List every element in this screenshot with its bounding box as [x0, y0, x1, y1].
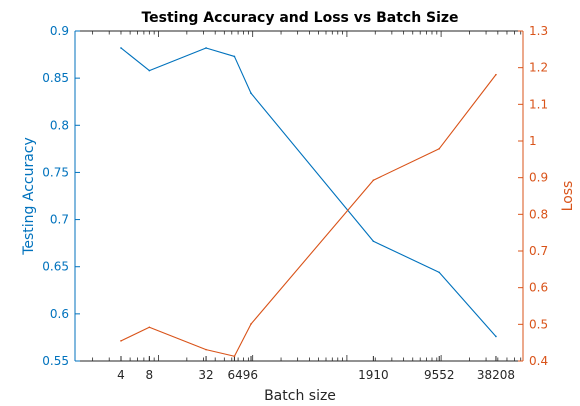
loss-data-point: [438, 147, 441, 150]
y-right-tick-label: 1.1: [529, 97, 548, 111]
x-tick-label: 38208: [477, 368, 515, 382]
accuracy-data-point: [233, 55, 236, 58]
y-right-tick-label: 1.2: [529, 61, 548, 75]
accuracy-data-point: [495, 335, 497, 338]
accuracy-data-point: [120, 47, 122, 49]
accuracy-data-point: [438, 271, 441, 274]
loss-data-point: [250, 323, 252, 325]
y-left-tick-label: 0.7: [50, 213, 69, 227]
y-left-tick-label: 0.9: [50, 24, 69, 38]
loss-series-line: [120, 74, 497, 357]
accuracy-data-point: [372, 240, 375, 243]
y-left-axis-label: Testing Accuracy: [21, 137, 37, 256]
y-left-tick-label: 0.55: [42, 354, 69, 368]
accuracy-series-line: [120, 47, 497, 337]
x-axis-label: Batch size: [264, 388, 336, 404]
y-left-tick-label: 0.85: [42, 71, 69, 85]
loss-data-point: [233, 355, 236, 358]
x-tick-label: 9552: [424, 368, 455, 382]
y-right-tick-label: 0.9: [529, 171, 548, 185]
accuracy-data-point: [205, 47, 207, 49]
y-right-tick-label: 0.6: [529, 281, 548, 295]
y-right-tick-label: 0.8: [529, 207, 548, 221]
chart-title: Testing Accuracy and Loss vs Batch Size: [141, 10, 458, 26]
x-tick-label: 32: [198, 368, 213, 382]
y-left-tick-label: 0.65: [42, 260, 69, 274]
loss-data-point: [120, 340, 122, 342]
x-tick-label: 4: [117, 368, 125, 382]
accuracy-data-point: [250, 92, 252, 95]
loss-data-point: [372, 179, 375, 182]
loss-data-point: [148, 326, 151, 329]
y-right-tick-label: 0.7: [529, 244, 548, 258]
y-right-tick-label: 0.5: [529, 317, 548, 331]
y-right-tick-label: 1.3: [529, 24, 548, 38]
x-tick-label: 8: [146, 368, 154, 382]
y-left-tick-label: 0.8: [50, 118, 69, 132]
loss-data-point: [495, 73, 497, 76]
y-right-axis-label: Loss: [560, 181, 576, 212]
x-tick-label: 1910: [358, 368, 389, 382]
y-right-tick-label: 0.4: [529, 354, 548, 368]
x-tick-label: 6496: [227, 368, 258, 382]
y-left-tick-label: 0.75: [42, 165, 69, 179]
y-left-tick-label: 0.6: [50, 307, 69, 321]
loss-data-point: [205, 348, 207, 351]
accuracy-data-point: [148, 69, 151, 72]
y-right-tick-label: 1: [529, 134, 537, 148]
